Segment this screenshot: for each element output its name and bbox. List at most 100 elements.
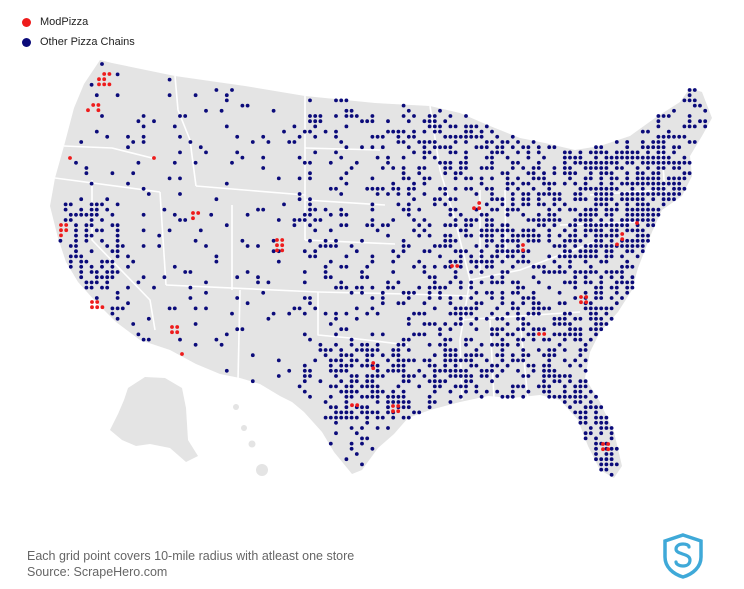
store-grid-point: [500, 296, 505, 300]
store-grid-point: [339, 415, 344, 420]
store-grid-point: [391, 181, 396, 186]
store-grid-point: [308, 171, 312, 176]
store-grid-point: [536, 145, 541, 150]
store-grid-point: [360, 410, 364, 415]
store-grid-point: [609, 176, 614, 181]
store-grid-point: [547, 212, 552, 217]
store-grid-point: [458, 134, 463, 139]
store-grid-point: [334, 420, 338, 425]
store-grid-point: [557, 244, 562, 248]
store-grid-point: [614, 290, 619, 295]
store-grid-point: [547, 306, 552, 311]
store-grid-point: [573, 218, 578, 222]
modpizza-grid-point: [59, 223, 63, 227]
store-grid-point: [339, 327, 344, 332]
store-grid-point: [204, 306, 208, 311]
store-grid-point: [110, 171, 115, 176]
store-grid-point: [214, 337, 219, 342]
store-grid-point: [599, 192, 604, 196]
store-grid-point: [94, 296, 99, 300]
store-grid-point: [640, 129, 645, 134]
store-grid-point: [240, 238, 245, 243]
store-grid-point: [536, 384, 541, 389]
store-grid-point: [703, 108, 708, 113]
store-grid-point: [448, 145, 453, 150]
store-grid-point: [453, 384, 458, 389]
store-grid-point: [370, 254, 375, 259]
store-grid-point: [562, 160, 567, 165]
store-grid-point: [396, 368, 401, 373]
store-grid-point: [308, 129, 312, 134]
store-grid-point: [672, 108, 676, 113]
store-grid-point: [417, 368, 422, 373]
modpizza-grid-point: [107, 72, 112, 76]
store-grid-point: [604, 462, 609, 467]
store-grid-point: [141, 114, 146, 118]
store-grid-point: [334, 374, 338, 378]
store-grid-point: [500, 244, 505, 248]
modpizza-grid-point: [601, 447, 605, 452]
store-grid-point: [417, 166, 422, 170]
store-grid-point: [68, 212, 73, 217]
store-grid-point: [339, 176, 344, 181]
store-grid-point: [552, 181, 557, 186]
store-grid-point: [422, 374, 427, 378]
store-grid-point: [380, 332, 385, 337]
store-grid-point: [625, 150, 630, 155]
store-grid-point: [505, 186, 510, 191]
store-grid-point: [490, 280, 494, 285]
store-grid-point: [630, 186, 635, 191]
store-grid-point: [588, 254, 593, 259]
store-grid-point: [505, 207, 510, 212]
store-grid-point: [510, 301, 515, 306]
store-grid-point: [89, 270, 94, 274]
us-land: [50, 60, 712, 478]
store-grid-point: [526, 171, 531, 176]
store-grid-point: [516, 306, 520, 311]
store-grid-point: [344, 223, 349, 228]
store-grid-point: [115, 249, 120, 254]
store-grid-point: [484, 145, 489, 150]
store-grid-point: [588, 218, 593, 222]
store-grid-point: [495, 145, 500, 150]
store-grid-point: [646, 212, 650, 217]
store-grid-point: [474, 327, 479, 332]
store-grid-point: [583, 181, 588, 186]
store-grid-point: [448, 296, 453, 300]
store-grid-point: [536, 311, 541, 316]
store-grid-point: [172, 124, 177, 129]
store-grid-point: [365, 223, 370, 228]
store-grid-point: [588, 316, 593, 321]
store-grid-point: [630, 264, 635, 269]
store-grid-point: [661, 181, 666, 186]
store-grid-point: [651, 197, 656, 202]
store-grid-point: [562, 394, 567, 399]
store-grid-point: [552, 244, 557, 248]
store-grid-point: [328, 384, 333, 389]
store-grid-point: [412, 290, 416, 295]
store-grid-point: [474, 290, 479, 295]
store-grid-point: [484, 140, 489, 144]
store-grid-point: [656, 155, 661, 160]
store-grid-point: [521, 322, 526, 326]
store-grid-point: [620, 197, 624, 202]
store-grid-point: [578, 150, 583, 155]
store-grid-point: [594, 197, 598, 202]
store-grid-point: [578, 316, 583, 321]
store-grid-point: [510, 280, 515, 285]
store-grid-point: [391, 259, 396, 264]
store-grid-point: [557, 316, 562, 321]
store-grid-point: [406, 207, 411, 212]
store-grid-point: [495, 249, 500, 254]
store-grid-point: [557, 207, 562, 212]
store-grid-point: [640, 171, 645, 176]
store-grid-point: [490, 311, 494, 316]
store-grid-point: [401, 166, 406, 170]
store-grid-point: [599, 186, 604, 191]
store-grid-point: [412, 114, 416, 118]
store-grid-point: [266, 280, 271, 285]
store-grid-point: [526, 181, 531, 186]
store-grid-point: [479, 176, 484, 181]
store-grid-point: [536, 150, 541, 155]
store-grid-point: [323, 353, 328, 358]
